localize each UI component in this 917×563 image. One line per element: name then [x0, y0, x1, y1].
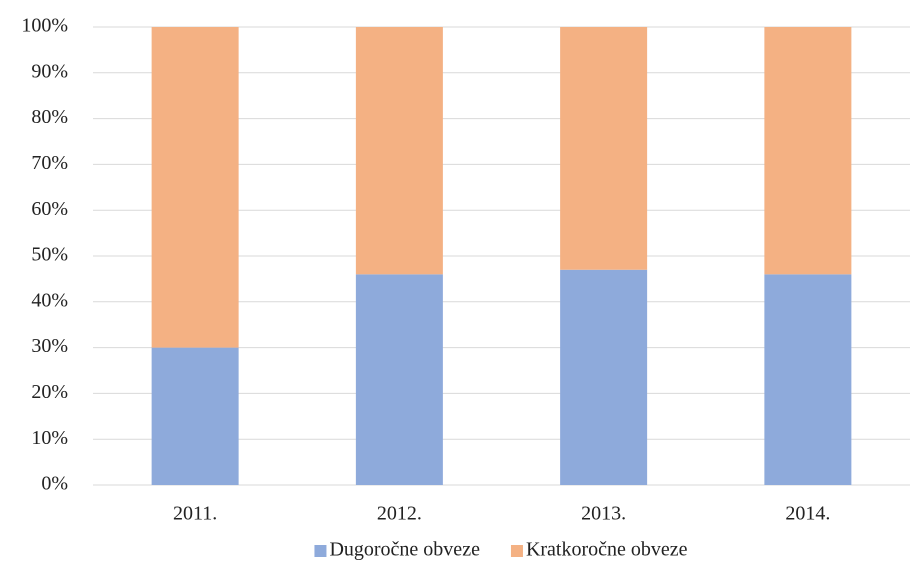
- legend-label: Kratkoročne obveze: [526, 539, 688, 561]
- bar-segment: [560, 269, 648, 485]
- y-tick-label: 80%: [31, 106, 68, 128]
- bar-segment: [355, 27, 443, 275]
- y-tick-label: 30%: [31, 335, 68, 357]
- x-tick-label: 2012.: [377, 503, 422, 525]
- y-tick-label: 0%: [41, 473, 68, 495]
- y-tick-label: 10%: [31, 427, 68, 449]
- y-tick-label: 100%: [21, 15, 68, 37]
- y-tick-label: 90%: [31, 60, 68, 82]
- legend-item: Dugoročne obveze: [314, 539, 480, 561]
- x-tick-label: 2014.: [785, 503, 830, 525]
- y-tick-label: 60%: [31, 198, 68, 220]
- y-tick-label: 50%: [31, 244, 68, 266]
- y-tick-label: 20%: [31, 381, 68, 403]
- bar-segment: [764, 274, 852, 485]
- bar-segment: [151, 347, 239, 485]
- legend-item: Kratkoročne obveze: [510, 539, 688, 561]
- x-tick-label: 2013.: [581, 503, 626, 525]
- y-tick-label: 70%: [31, 152, 68, 174]
- bar-segment: [151, 27, 239, 348]
- bar-segment: [355, 274, 443, 485]
- legend-swatch: [314, 545, 327, 557]
- bar-segment: [764, 27, 852, 275]
- bar-segment: [560, 27, 648, 270]
- legend-label: Dugoročne obveze: [329, 539, 480, 561]
- legend-swatch: [510, 545, 523, 557]
- x-tick-label: 2011.: [173, 503, 217, 525]
- y-tick-label: 40%: [31, 289, 68, 311]
